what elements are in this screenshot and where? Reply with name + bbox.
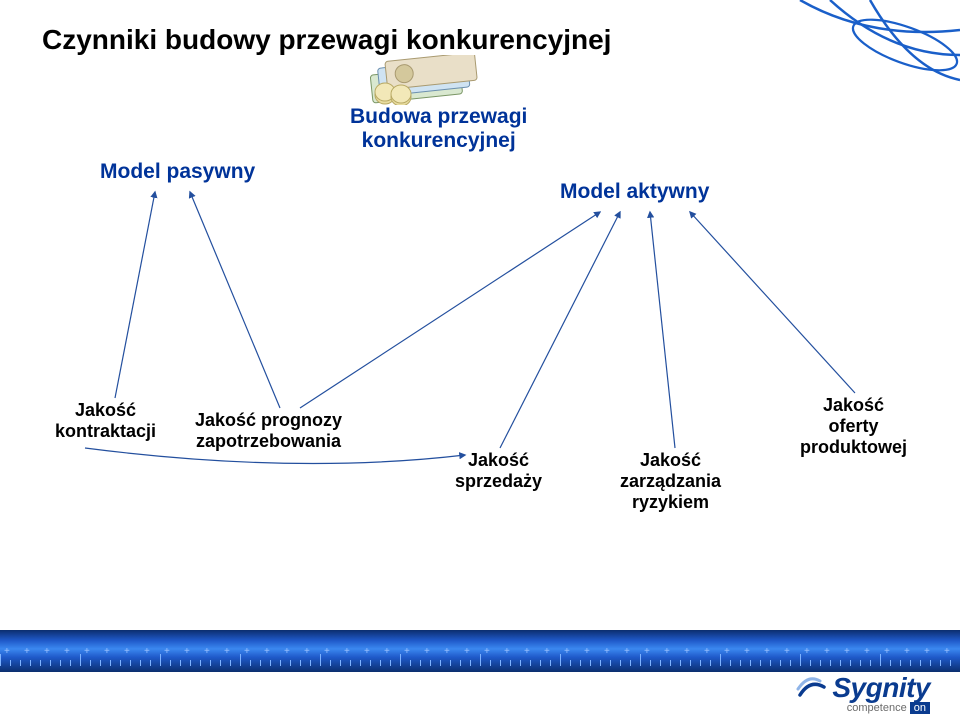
model-active-label: Model aktywny	[560, 180, 709, 204]
logo-mark-icon	[796, 675, 826, 701]
center-label-line2: konkurencyjnej	[362, 129, 516, 152]
factor-prognozy: Jakość prognozyzapotrzebowania	[195, 410, 342, 452]
center-label: Budowa przewagikonkurencyjnej	[350, 105, 527, 153]
factor-kontraktacji: Jakośćkontraktacji	[55, 400, 156, 442]
factor-oferty: Jakośćofertyproduktowej	[800, 395, 907, 458]
logo-tagline: competence on	[796, 702, 930, 714]
slide-title: Czynniki budowy przewagi konkurencyjnej	[42, 24, 611, 56]
logo-text: Sygnity	[832, 672, 930, 704]
model-passive-label: Model pasywny	[100, 160, 255, 184]
logo: Sygnity competence on	[796, 672, 930, 714]
factor-ryzykiem: Jakośćzarządzaniaryzykiem	[620, 450, 721, 513]
corner-decoration	[790, 0, 960, 120]
money-icon: 200	[365, 55, 495, 105]
center-label-line1: Budowa przewagi	[350, 105, 527, 128]
slide-root: Czynniki budowy przewagi konkurencyjnej …	[0, 0, 960, 720]
factor-sprzedazy: Jakośćsprzedaży	[455, 450, 542, 492]
logo-tagline-pre: competence	[847, 702, 910, 714]
footer-bar: ++++++++++++++++++++++++++++++++++++++++…	[0, 630, 960, 672]
footer: ++++++++++++++++++++++++++++++++++++++++…	[0, 630, 960, 720]
footer-bottom: Sygnity competence on	[0, 672, 960, 720]
logo-tagline-on: on	[910, 702, 930, 714]
